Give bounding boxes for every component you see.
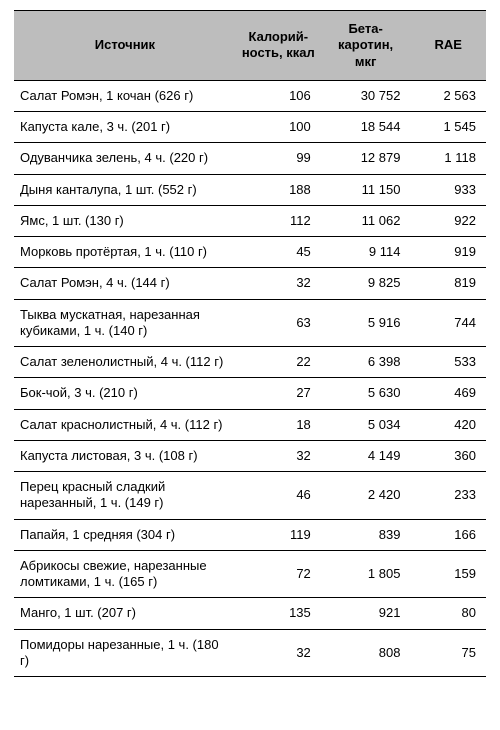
cell-rae: 420	[410, 409, 486, 440]
table-row: Ямс, 1 шт. (130 г)11211 062922	[14, 205, 486, 236]
cell-rae: 360	[410, 440, 486, 471]
table-row: Бок-чой, 3 ч. (210 г)275 630469	[14, 378, 486, 409]
cell-kcal: 22	[236, 347, 321, 378]
cell-beta: 5 034	[321, 409, 411, 440]
cell-rae: 80	[410, 598, 486, 629]
cell-source: Морковь протёртая, 1 ч. (110 г)	[14, 237, 236, 268]
cell-source: Папайя, 1 средняя (304 г)	[14, 519, 236, 550]
page: Источник Калорий-ность, ккал Бета-кароти…	[0, 0, 500, 730]
cell-kcal: 106	[236, 80, 321, 111]
cell-rae: 1 545	[410, 112, 486, 143]
table-body: Салат Ромэн, 1 кочан (626 г)10630 7522 5…	[14, 80, 486, 676]
cell-kcal: 32	[236, 440, 321, 471]
table-row: Салат зеленолистный, 4 ч. (112 г)226 398…	[14, 347, 486, 378]
cell-beta: 2 420	[321, 472, 411, 520]
cell-beta: 18 544	[321, 112, 411, 143]
header-beta: Бета-каротин, мкг	[321, 11, 411, 81]
table-row: Морковь протёртая, 1 ч. (110 г)459 11491…	[14, 237, 486, 268]
cell-source: Капуста листовая, 3 ч. (108 г)	[14, 440, 236, 471]
cell-kcal: 46	[236, 472, 321, 520]
cell-kcal: 99	[236, 143, 321, 174]
table-row: Салат Ромэн, 4 ч. (144 г)329 825819	[14, 268, 486, 299]
table-head: Источник Калорий-ность, ккал Бета-кароти…	[14, 11, 486, 81]
table-row: Салат краснолистный, 4 ч. (112 г)185 034…	[14, 409, 486, 440]
cell-rae: 919	[410, 237, 486, 268]
cell-kcal: 112	[236, 205, 321, 236]
cell-kcal: 188	[236, 174, 321, 205]
cell-kcal: 27	[236, 378, 321, 409]
table-row: Помидоры нарезанные, 1 ч. (180 г)3280875	[14, 629, 486, 677]
cell-rae: 1 118	[410, 143, 486, 174]
cell-beta: 5 916	[321, 299, 411, 347]
table-row: Дыня канталупа, 1 шт. (552 г)18811 15093…	[14, 174, 486, 205]
cell-beta: 9 114	[321, 237, 411, 268]
nutrition-table: Источник Калорий-ность, ккал Бета-кароти…	[14, 10, 486, 677]
cell-rae: 159	[410, 550, 486, 598]
cell-rae: 533	[410, 347, 486, 378]
cell-beta: 11 062	[321, 205, 411, 236]
cell-beta: 921	[321, 598, 411, 629]
table-row: Абрикосы свежие, нарезанные ломтиками, 1…	[14, 550, 486, 598]
cell-source: Бок-чой, 3 ч. (210 г)	[14, 378, 236, 409]
cell-kcal: 32	[236, 268, 321, 299]
cell-source: Одуванчика зелень, 4 ч. (220 г)	[14, 143, 236, 174]
cell-beta: 11 150	[321, 174, 411, 205]
cell-kcal: 72	[236, 550, 321, 598]
cell-beta: 12 879	[321, 143, 411, 174]
cell-rae: 469	[410, 378, 486, 409]
cell-rae: 2 563	[410, 80, 486, 111]
cell-beta: 808	[321, 629, 411, 677]
cell-source: Салат зеленолистный, 4 ч. (112 г)	[14, 347, 236, 378]
table-row: Капуста листовая, 3 ч. (108 г)324 149360	[14, 440, 486, 471]
cell-source: Абрикосы свежие, нарезанные ломтиками, 1…	[14, 550, 236, 598]
table-row: Папайя, 1 средняя (304 г)119839166	[14, 519, 486, 550]
cell-rae: 922	[410, 205, 486, 236]
cell-source: Тыква мускатная, нарезанная кубиками, 1 …	[14, 299, 236, 347]
cell-kcal: 18	[236, 409, 321, 440]
cell-source: Перец красный сладкий нарезанный, 1 ч. (…	[14, 472, 236, 520]
cell-kcal: 45	[236, 237, 321, 268]
cell-kcal: 32	[236, 629, 321, 677]
cell-kcal: 100	[236, 112, 321, 143]
cell-kcal: 135	[236, 598, 321, 629]
cell-source: Дыня канталупа, 1 шт. (552 г)	[14, 174, 236, 205]
cell-rae: 233	[410, 472, 486, 520]
cell-source: Салат Ромэн, 1 кочан (626 г)	[14, 80, 236, 111]
header-row: Источник Калорий-ность, ккал Бета-кароти…	[14, 11, 486, 81]
cell-beta: 1 805	[321, 550, 411, 598]
header-kcal: Калорий-ность, ккал	[236, 11, 321, 81]
cell-beta: 4 149	[321, 440, 411, 471]
cell-source: Салат краснолистный, 4 ч. (112 г)	[14, 409, 236, 440]
cell-rae: 75	[410, 629, 486, 677]
table-row: Тыква мускатная, нарезанная кубиками, 1 …	[14, 299, 486, 347]
table-row: Капуста кале, 3 ч. (201 г)10018 5441 545	[14, 112, 486, 143]
table-row: Перец красный сладкий нарезанный, 1 ч. (…	[14, 472, 486, 520]
cell-kcal: 63	[236, 299, 321, 347]
table-row: Одуванчика зелень, 4 ч. (220 г)9912 8791…	[14, 143, 486, 174]
header-source: Источник	[14, 11, 236, 81]
cell-rae: 166	[410, 519, 486, 550]
cell-source: Манго, 1 шт. (207 г)	[14, 598, 236, 629]
header-rae: RAE	[410, 11, 486, 81]
cell-rae: 933	[410, 174, 486, 205]
table-row: Манго, 1 шт. (207 г)13592180	[14, 598, 486, 629]
cell-kcal: 119	[236, 519, 321, 550]
cell-beta: 6 398	[321, 347, 411, 378]
table-row: Салат Ромэн, 1 кочан (626 г)10630 7522 5…	[14, 80, 486, 111]
cell-beta: 5 630	[321, 378, 411, 409]
cell-source: Ямс, 1 шт. (130 г)	[14, 205, 236, 236]
cell-beta: 30 752	[321, 80, 411, 111]
cell-source: Капуста кале, 3 ч. (201 г)	[14, 112, 236, 143]
cell-rae: 819	[410, 268, 486, 299]
cell-beta: 839	[321, 519, 411, 550]
cell-source: Помидоры нарезанные, 1 ч. (180 г)	[14, 629, 236, 677]
cell-source: Салат Ромэн, 4 ч. (144 г)	[14, 268, 236, 299]
cell-rae: 744	[410, 299, 486, 347]
cell-beta: 9 825	[321, 268, 411, 299]
